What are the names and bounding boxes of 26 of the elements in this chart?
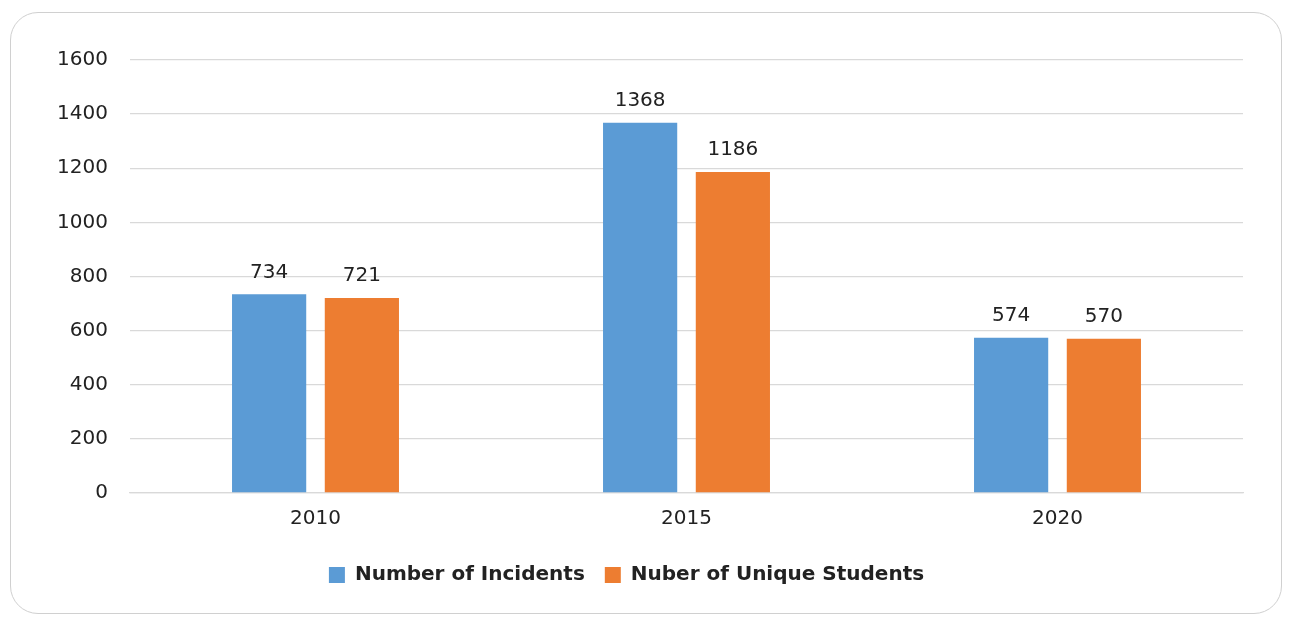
y-tick-label: 1200: [57, 154, 108, 179]
y-tick-label: 1000: [57, 208, 108, 233]
bar: [1066, 338, 1141, 493]
y-tick-label: 0: [95, 479, 108, 504]
x-tick-label: 2015: [661, 505, 712, 530]
y-tick-label: 200: [69, 425, 108, 450]
y-tick-label: 400: [69, 370, 108, 395]
y-tick-label: 600: [69, 316, 108, 341]
data-label: 1368: [614, 86, 666, 111]
bar: [695, 172, 770, 493]
bar: [324, 297, 399, 493]
bar: [603, 122, 678, 493]
data-label: 734: [250, 258, 289, 283]
bar: [232, 294, 307, 493]
data-label: 721: [342, 262, 381, 287]
x-tick-label: 2010: [290, 505, 341, 530]
y-tick-label: 1600: [57, 46, 108, 71]
x-tick-label: 2020: [1032, 505, 1083, 530]
data-label: 1186: [707, 136, 759, 161]
y-tick-label: 1400: [57, 100, 108, 125]
data-label: 570: [1084, 302, 1123, 327]
data-label: 574: [992, 301, 1031, 326]
legend-label: Nuber of Unique Students: [630, 561, 925, 586]
y-tick-label: 800: [69, 262, 108, 287]
bar: [974, 337, 1049, 493]
legend-label: Number of Incidents: [354, 561, 585, 586]
